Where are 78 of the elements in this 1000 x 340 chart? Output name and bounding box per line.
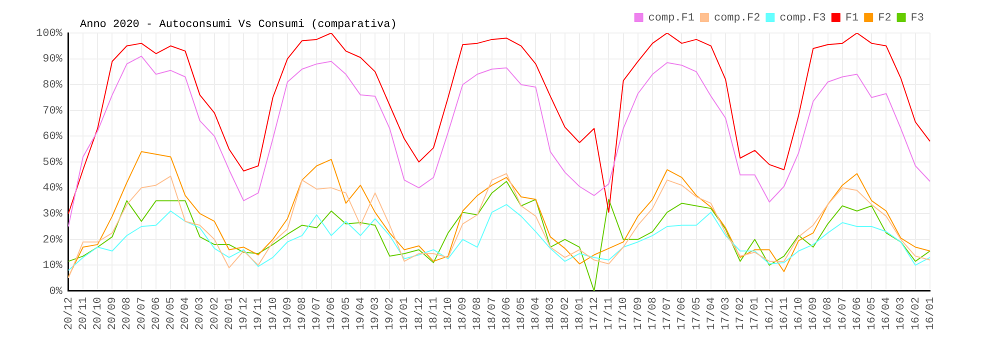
legend-label: F1 [845,12,859,24]
y-tick-label: 90% [42,54,63,66]
x-tick-label: 17/07 [662,296,674,330]
x-tick-label: 16/11 [778,296,791,330]
x-tick-label: 17/04 [706,296,718,330]
x-tick-label: 17/12 [589,296,602,330]
legend-label: comp.F1 [648,12,695,24]
x-tick-label: 20/02 [209,296,222,330]
y-tick-label: 60% [42,131,63,144]
x-tick-label: 19/07 [312,296,324,330]
x-tick-label: 20/07 [136,296,148,330]
x-tick-label: 19/05 [340,296,353,330]
legend-label: comp.F2 [714,12,760,24]
x-tick-label: 16/04 [881,296,894,330]
x-tick-label: 18/06 [501,296,514,330]
y-tick-label: 20% [42,234,63,246]
x-tick-label: 19/02 [384,296,397,330]
x-tick-label: 19/03 [370,296,382,330]
x-tick-label: 16/05 [866,296,878,330]
x-tick-label: 17/02 [735,296,748,330]
x-tick-label: 16/01 [924,296,937,330]
legend-label: comp.F3 [780,12,826,24]
y-tick-label: 10% [42,260,63,272]
x-tick-label: 16/02 [910,296,922,330]
x-tick-label: 19/01 [399,296,412,330]
x-tick-label: 18/02 [560,296,572,330]
x-tick-label: 19/06 [326,296,338,330]
x-tick-label: 18/07 [486,296,499,330]
y-tick-label: 100% [36,28,63,40]
x-tick-label: 17/05 [691,296,704,330]
x-tick-label: 20/10 [92,296,105,330]
x-tick-label: 20/03 [194,296,207,330]
x-tick-label: 19/12 [238,296,251,330]
legend-label: F3 [910,12,924,24]
x-tick-label: 20/11 [78,296,90,330]
x-tick-label: 19/08 [296,296,309,330]
x-tick-label: 18/09 [458,296,470,330]
y-tick-label: 70% [42,105,63,118]
x-tick-label: 17/03 [720,296,732,330]
x-tick-label: 17/01 [750,296,762,330]
x-tick-label: 18/12 [414,296,426,330]
y-tick-label: 50% [42,156,63,169]
x-tick-label: 20/05 [166,296,178,330]
x-tick-label: 16/12 [764,296,776,330]
x-tick-label: 18/03 [545,296,558,330]
x-tick-label: 18/10 [442,296,455,330]
y-tick-label: 40% [42,182,63,195]
x-tick-label: 20/06 [150,296,163,330]
x-tick-label: 20/04 [180,296,192,330]
x-tick-label: 17/09 [632,296,645,330]
x-tick-label: 17/06 [676,296,689,330]
x-tick-label: 18/11 [428,296,440,330]
y-tick-label: 80% [42,80,63,92]
x-tick-label: 19/09 [282,296,294,330]
x-tick-label: 20/12 [63,296,76,330]
legend-label: F2 [878,12,892,24]
x-tick-label: 16/06 [852,296,864,330]
x-tick-label: 19/04 [355,296,368,330]
x-tick-label: 17/08 [647,296,660,330]
x-tick-label: 18/04 [530,296,543,330]
chart-title: Anno 2020 - Autoconsumi Vs Consumi (comparativa) [80,19,397,31]
x-tick-label: 17/10 [618,296,630,330]
x-tick-label: 16/10 [793,296,806,330]
x-tick-label: 19/10 [268,296,280,330]
x-tick-label: 20/08 [122,296,134,330]
y-tick-label: 30% [42,208,63,220]
x-tick-label: 18/08 [472,296,484,330]
x-tick-label: 16/09 [808,296,820,330]
x-tick-label: 19/11 [253,296,266,330]
x-tick-label: 18/01 [574,296,586,330]
x-tick-label: 17/11 [604,296,616,330]
x-tick-label: 18/05 [516,296,528,330]
x-tick-label: 16/07 [837,296,850,330]
x-tick-label: 16/03 [896,296,908,330]
x-tick-label: 16/08 [822,296,835,330]
y-tick-label: 0% [49,286,63,298]
x-tick-label: 20/09 [107,296,120,330]
x-tick-label: 20/01 [224,296,236,330]
